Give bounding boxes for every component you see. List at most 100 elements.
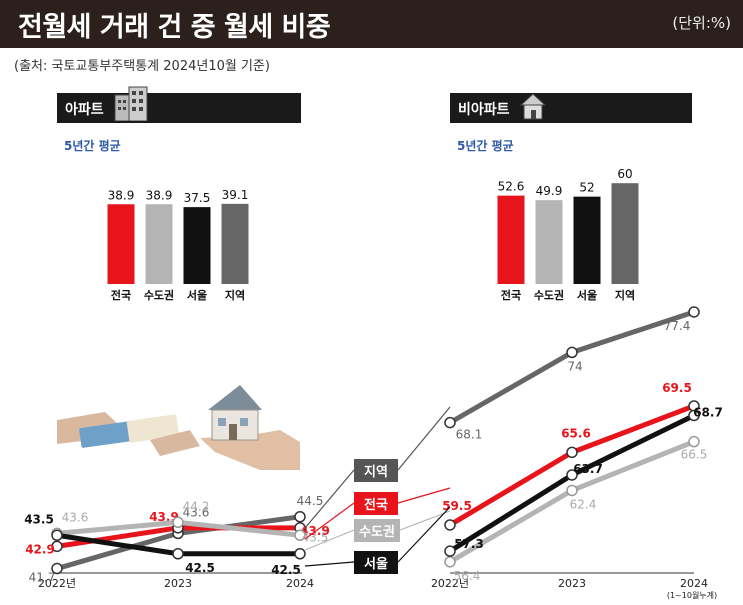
nonapartment-bar-chart: 52.6 전국 49.9 수도권 52 서울 60 지역 (497, 167, 639, 302)
bar-value-label: 37.5 (184, 191, 211, 205)
nonapartment-average-label: 5년간 평균 (457, 139, 514, 153)
data-point (294, 529, 306, 541)
legend-connector (397, 406, 451, 471)
apartment-building-icon (114, 86, 148, 121)
legend-connector (397, 506, 451, 563)
data-point (444, 519, 456, 531)
data-label: 43.9 (149, 510, 179, 524)
bar-category-label: 지역 (615, 288, 635, 302)
data-label: 43.6 (183, 505, 210, 519)
legend-seoul: 서울 (354, 551, 398, 574)
data-label: 56.4 (454, 569, 481, 583)
data-point (688, 435, 700, 448)
bar-value-label: 38.9 (146, 188, 173, 202)
data-point (294, 511, 306, 523)
nonapartment-panel-label: 비아파트 (458, 102, 510, 118)
data-label: 44.2 (183, 499, 210, 513)
bar-category-label: 서울 (187, 288, 207, 302)
apartment-panel-header: 아파트 (57, 86, 301, 123)
data-point (566, 484, 578, 497)
data-label: 74 (567, 359, 582, 373)
legend-national: 전국 (354, 492, 398, 515)
data-point (688, 306, 700, 318)
bar-category-label: 전국 (111, 288, 131, 302)
data-label: 66.5 (681, 448, 708, 462)
page-title: 전월세 거래 건 중 월세 비중 (18, 12, 331, 43)
bar-category-label: 전국 (501, 288, 521, 302)
bar-value-label: 49.9 (536, 184, 563, 198)
nonapartment-average-panel: 비아파트 5년간 평균 52.6 전국 49.9 수도권 52 서울 60 지역 (450, 93, 692, 313)
apartment-panel-label: 아파트 (65, 102, 104, 118)
data-point (444, 545, 456, 557)
legend-connector (304, 469, 355, 529)
data-label: 44.5 (297, 494, 324, 508)
data-label: 68.7 (693, 405, 723, 419)
legend-connector (399, 510, 451, 531)
bar-category-label: 수도권 (144, 289, 174, 302)
data-label: 63.7 (573, 462, 603, 476)
data-point (172, 548, 184, 560)
bar-수도권 (535, 200, 563, 284)
data-label: 59.5 (442, 499, 472, 513)
bar-전국 (497, 195, 525, 284)
bar-서울 (573, 196, 601, 284)
data-point (51, 529, 63, 541)
data-point (172, 516, 184, 529)
data-label: 42.5 (185, 561, 215, 575)
data-label: 42.9 (25, 542, 55, 556)
x-tick-label: 2024 (286, 577, 314, 590)
bar-category-label: 수도권 (534, 289, 564, 302)
data-point (566, 346, 578, 359)
bar-value-label: 52 (579, 181, 594, 195)
house-icon (519, 93, 547, 120)
bar-category-label: 지역 (225, 288, 245, 302)
bar-지역 (221, 203, 249, 284)
bar-서울 (183, 207, 211, 284)
x-tick-label: 2022년 (431, 577, 469, 590)
x-note-label: (1~10월누계) (667, 590, 717, 600)
apartment-average-label: 5년간 평균 (64, 139, 121, 153)
unit-label: (단위:%) (672, 14, 731, 32)
bar-수도권 (145, 204, 173, 284)
data-label: 68.1 (456, 428, 483, 442)
data-label: 69.5 (662, 381, 692, 395)
bar-value-label: 38.9 (108, 188, 135, 202)
bar-지역 (611, 183, 639, 284)
bar-category-label: 서울 (577, 288, 597, 302)
bar-전국 (107, 204, 135, 284)
source-note: (출처: 국토교통부주택통계 2024년10월 기준) (14, 59, 270, 74)
x-tick-label: 2023 (164, 577, 192, 590)
x-tick-label: 2024 (680, 577, 708, 590)
data-label: 57.3 (454, 537, 484, 551)
legend-connector (304, 529, 355, 551)
legend-capital: 수도권 (354, 519, 400, 542)
nonapartment-panel-header: 비아파트 (450, 93, 692, 123)
apartment-bar-chart: 38.9 전국 38.9 수도권 37.5 서울 39.1 지역 (107, 188, 249, 302)
data-label: 77.4 (664, 319, 691, 333)
data-label: 62.4 (570, 497, 597, 511)
data-label: 43.6 (62, 510, 89, 524)
hands-illustration (57, 385, 300, 470)
title-bar: 전월세 거래 건 중 월세 비중 (단위:%) (0, 0, 743, 48)
data-point (444, 416, 456, 429)
data-point (566, 469, 578, 481)
x-tick-label: 2023 (558, 577, 586, 590)
data-point (444, 556, 456, 568)
data-point (51, 540, 63, 553)
legend-connector (304, 561, 355, 567)
bar-value-label: 39.1 (222, 188, 249, 202)
data-point (294, 548, 306, 560)
legend-connector (397, 487, 451, 504)
legend-connector (304, 502, 355, 540)
data-point (688, 409, 700, 422)
data-point (566, 446, 578, 459)
data-label: 42.5 (271, 563, 301, 577)
apartment-average-panel: 아파트 5년간 평균 38.9 전국 38.9 수도권 37.5 서울 39.1 지역 (57, 86, 301, 313)
data-label: 65.6 (561, 426, 591, 440)
data-label: 43.5 (24, 512, 54, 526)
bar-value-label: 60 (617, 167, 632, 181)
data-label: 43.5 (302, 530, 329, 544)
data-label: 43.9 (300, 524, 330, 538)
legend-regional: 지역 (354, 459, 398, 482)
